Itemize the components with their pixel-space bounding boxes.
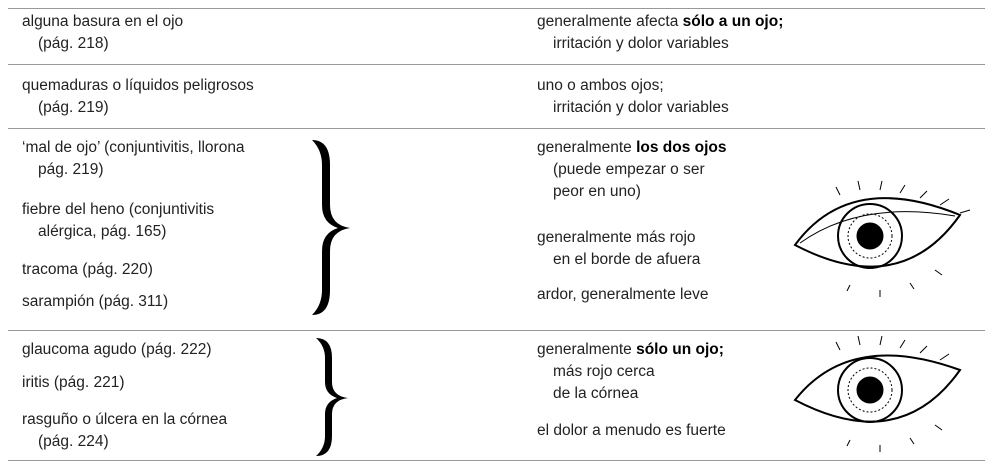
right-line: ardor, generalmente leve — [537, 286, 709, 303]
right-line: generalmente más rojo — [537, 229, 696, 246]
left-line: fiebre del heno (conjuntivitis — [22, 201, 215, 218]
left-line: glaucoma agudo (pág. 222) — [22, 341, 212, 358]
left-line: alérgica, pág. 165) — [38, 223, 167, 240]
right-line: generalmente los dos ojos — [537, 137, 727, 159]
right-line: generalmente afecta sólo a un ojo; — [537, 11, 783, 33]
right-line: uno o ambos ojos; — [537, 77, 664, 94]
row-rule — [8, 330, 985, 331]
eye-illustration — [793, 335, 962, 452]
left-line: sarampión (pág. 311) — [22, 293, 169, 310]
left-line: iritis (pág. 221) — [22, 374, 125, 391]
right-line: en el borde de afuera — [553, 251, 701, 268]
row-rule — [8, 128, 985, 129]
bold-segment: sólo un ojo; — [636, 341, 724, 358]
left-line: pág. 219) — [38, 161, 104, 178]
row-rule — [8, 8, 985, 9]
row-rule — [8, 64, 985, 65]
bold-segment: los dos ojos — [636, 139, 727, 156]
bold-segment: sólo a un ojo; — [682, 13, 784, 30]
left-line: tracoma (pág. 220) — [22, 261, 153, 278]
text-segment: generalmente — [537, 341, 637, 358]
text-segment: generalmente — [537, 139, 637, 156]
left-line: alguna basura en el ojo — [22, 13, 184, 30]
right-line: generalmente sólo un ojo; — [537, 339, 724, 361]
left-line: (pág. 224) — [38, 433, 109, 450]
brace — [312, 140, 350, 315]
right-line: irritación y dolor variables — [553, 35, 729, 52]
right-line: (puede empezar o ser — [553, 161, 705, 178]
right-line: irritación y dolor variables — [553, 99, 729, 116]
right-line: más rojo cerca — [553, 363, 655, 380]
left-line: ‘mal de ojo’ (conjuntivitis, llorona — [22, 139, 245, 156]
brace — [316, 338, 348, 456]
right-line: peor en uno) — [553, 183, 641, 200]
right-line: de la córnea — [553, 385, 639, 402]
left-line: (pág. 219) — [38, 99, 109, 116]
row-rule — [8, 460, 985, 461]
eye-illustration — [793, 180, 971, 297]
right-line: el dolor a menudo es fuerte — [537, 422, 726, 439]
left-line: quemaduras o líquidos peligrosos — [22, 77, 254, 94]
left-line: rasguño o úlcera en la córnea — [22, 411, 228, 428]
left-line: (pág. 218) — [38, 35, 109, 52]
text-segment: generalmente afecta — [537, 13, 683, 30]
